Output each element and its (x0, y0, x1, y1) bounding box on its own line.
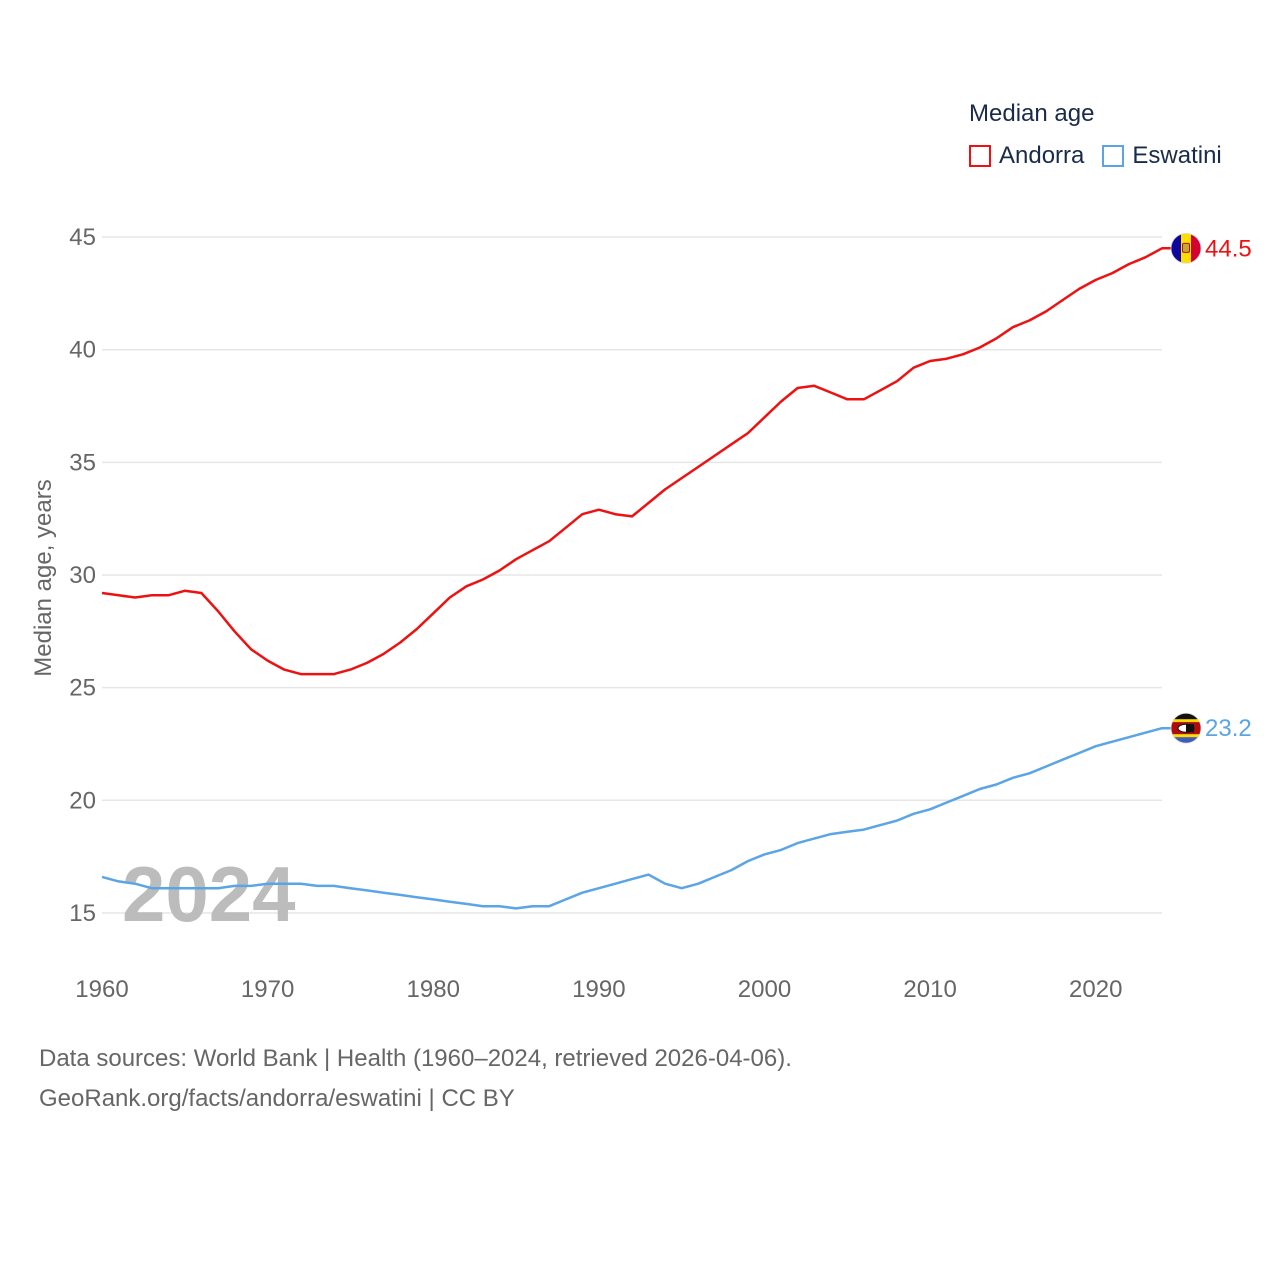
x-axis-ticks: 1960 1970 1980 1990 2000 2010 2020 (75, 976, 1122, 1003)
end-value-label-eswatini: 23.2 (1205, 715, 1252, 742)
series-line-andorra[interactable] (101, 247, 1174, 676)
x-tick-label: 1960 (75, 976, 128, 1003)
end-value-label-andorra: 44.5 (1205, 235, 1252, 262)
x-tick-label: 1980 (407, 976, 460, 1003)
series-end-markers: 44.5 23.2 (1170, 232, 1252, 744)
legend-item-eswatini[interactable]: Eswatini (1102, 142, 1222, 170)
license-text: | CC BY (421, 1085, 515, 1112)
x-tick-label: 2010 (903, 976, 956, 1003)
y-tick-label: 30 (69, 562, 96, 589)
legend-item-andorra[interactable]: Andorra (969, 142, 1084, 170)
data-source-note: Data sources: World Bank | Health (1960–… (39, 1045, 792, 1072)
flag-icon-andorra (1171, 233, 1201, 264)
y-tick-label: 20 (69, 787, 96, 814)
legend-label-eswatini: Eswatini (1132, 142, 1222, 169)
series-line-eswatini[interactable] (101, 726, 1174, 910)
y-tick-label: 45 (69, 224, 96, 251)
watermark-year: 2024 (122, 850, 296, 938)
series-lines (101, 247, 1174, 910)
y-tick-label: 25 (69, 675, 96, 702)
x-tick-label: 2000 (738, 976, 791, 1003)
gridlines (102, 236, 1162, 914)
legend: Andorra Eswatini (969, 142, 1240, 170)
x-tick-label: 1990 (572, 976, 625, 1003)
y-tick-label: 40 (69, 337, 96, 364)
legend-swatch-eswatini (1102, 145, 1125, 167)
y-axis-label: Median age, years (30, 479, 57, 676)
y-tick-label: 15 (69, 900, 96, 927)
y-tick-label: 35 (69, 449, 96, 476)
legend-title: Median age (969, 100, 1095, 127)
footer-credit: GeoRank.org/facts/andorra/eswatini | CC … (39, 1085, 515, 1113)
y-axis-ticks: 15 20 25 30 35 40 45 (69, 224, 96, 927)
flag-icon-eswatini (1171, 713, 1201, 744)
legend-swatch-andorra (969, 145, 991, 167)
x-tick-label: 2020 (1069, 976, 1122, 1003)
source-link[interactable]: GeoRank.org/facts/andorra/eswatini (39, 1085, 422, 1112)
x-tick-label: 1970 (241, 976, 294, 1003)
legend-label-andorra: Andorra (999, 142, 1085, 169)
